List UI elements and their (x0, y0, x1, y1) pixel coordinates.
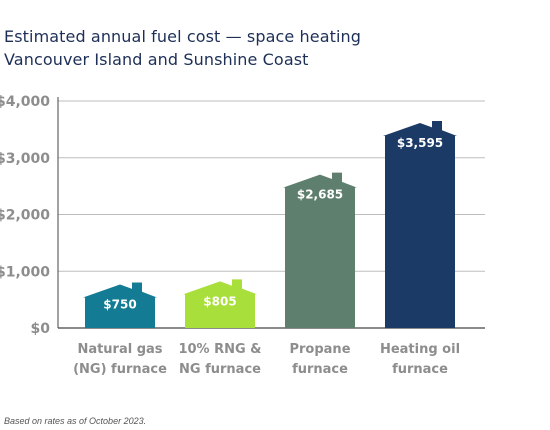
chart-subtitle: Vancouver Island and Sunshine Coast (4, 50, 309, 69)
bar-house (383, 120, 457, 328)
x-tick-label: NG furnace (179, 362, 261, 377)
data-label: $750 (103, 297, 136, 311)
y-tick-label: $0 (31, 321, 51, 337)
bar-house (283, 172, 357, 328)
y-tick-label: $1,000 (0, 264, 50, 280)
data-label: $805 (203, 294, 236, 308)
x-tick-label: (NG) furnace (73, 362, 167, 377)
x-tick-label: Heating oil (380, 342, 460, 357)
y-tick-label: $2,000 (0, 208, 50, 224)
x-tick-label: furnace (292, 362, 348, 377)
data-label: $3,595 (397, 136, 443, 150)
x-tick-label: 10% RNG & (178, 342, 261, 357)
chart-title-block: Estimated annual fuel cost — space heati… (4, 25, 544, 71)
bar-house (183, 279, 257, 328)
x-tick-label: Natural gas (77, 342, 162, 357)
y-tick-label: $3,000 (0, 151, 50, 167)
data-label: $2,685 (297, 188, 343, 202)
x-tick-label: Propane (289, 342, 350, 357)
footnote: Based on rates as of October 2023. (4, 416, 147, 426)
chart-title: Estimated annual fuel cost — space heati… (4, 27, 362, 46)
y-tick-label: $4,000 (0, 94, 50, 110)
x-tick-label: furnace (392, 362, 448, 377)
bar-house (83, 282, 157, 328)
